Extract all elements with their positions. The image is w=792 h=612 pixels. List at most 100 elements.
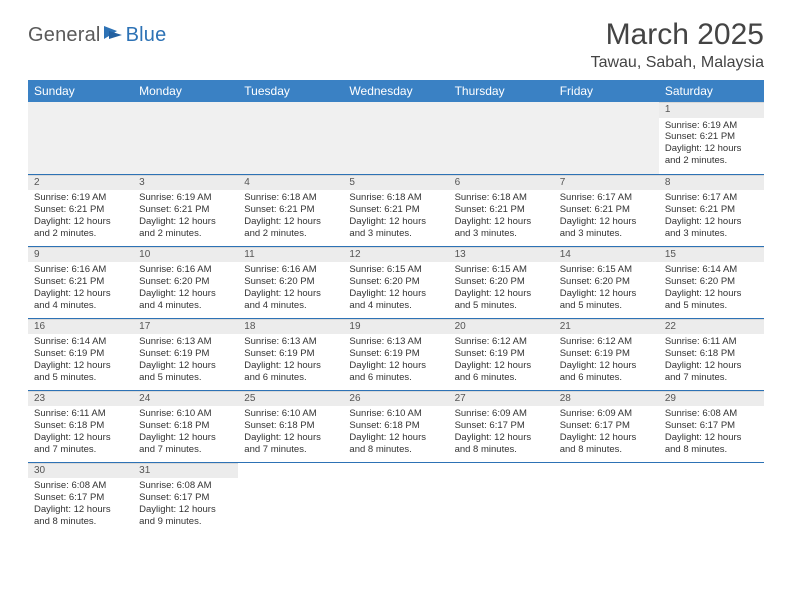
- calendar-day-cell: 12Sunrise: 6:15 AMSunset: 6:20 PMDayligh…: [343, 246, 448, 318]
- day-content: Sunrise: 6:19 AMSunset: 6:21 PMDaylight:…: [133, 190, 238, 244]
- calendar-day-cell: 13Sunrise: 6:15 AMSunset: 6:20 PMDayligh…: [449, 246, 554, 318]
- day-number: 28: [554, 391, 659, 407]
- calendar-day-cell: 4Sunrise: 6:18 AMSunset: 6:21 PMDaylight…: [238, 174, 343, 246]
- sunset-line: Sunset: 6:19 PM: [244, 348, 337, 360]
- weekday-header: Monday: [133, 80, 238, 102]
- day-content: Sunrise: 6:12 AMSunset: 6:19 PMDaylight:…: [554, 334, 659, 388]
- day-content: Sunrise: 6:15 AMSunset: 6:20 PMDaylight:…: [343, 262, 448, 316]
- sunrise-line: Sunrise: 6:15 AM: [560, 264, 653, 276]
- day-number: 15: [659, 247, 764, 263]
- calendar-week-row: 30Sunrise: 6:08 AMSunset: 6:17 PMDayligh…: [28, 462, 764, 534]
- sunset-line: Sunset: 6:21 PM: [560, 204, 653, 216]
- day-number: 22: [659, 319, 764, 335]
- day-number: 11: [238, 247, 343, 263]
- day-number: 10: [133, 247, 238, 263]
- day-content: Sunrise: 6:11 AMSunset: 6:18 PMDaylight:…: [659, 334, 764, 388]
- sunset-line: Sunset: 6:19 PM: [139, 348, 232, 360]
- calendar-day-cell: 2Sunrise: 6:19 AMSunset: 6:21 PMDaylight…: [28, 174, 133, 246]
- logo: General Blue: [28, 24, 166, 47]
- calendar-day-cell: [659, 462, 764, 534]
- calendar-table: SundayMondayTuesdayWednesdayThursdayFrid…: [28, 80, 764, 534]
- calendar-week-row: 16Sunrise: 6:14 AMSunset: 6:19 PMDayligh…: [28, 318, 764, 390]
- daylight-line: Daylight: 12 hours and 2 minutes.: [34, 216, 127, 240]
- sunrise-line: Sunrise: 6:19 AM: [34, 192, 127, 204]
- title-block: March 2025 Tawau, Sabah, Malaysia: [591, 18, 764, 72]
- daylight-line: Daylight: 12 hours and 8 minutes.: [560, 432, 653, 456]
- day-number: 16: [28, 319, 133, 335]
- daylight-line: Daylight: 12 hours and 5 minutes.: [665, 288, 758, 312]
- daylight-line: Daylight: 12 hours and 2 minutes.: [244, 216, 337, 240]
- daylight-line: Daylight: 12 hours and 4 minutes.: [34, 288, 127, 312]
- sunset-line: Sunset: 6:17 PM: [34, 492, 127, 504]
- sunrise-line: Sunrise: 6:16 AM: [139, 264, 232, 276]
- location: Tawau, Sabah, Malaysia: [591, 54, 764, 72]
- sunset-line: Sunset: 6:17 PM: [560, 420, 653, 432]
- day-content: Sunrise: 6:13 AMSunset: 6:19 PMDaylight:…: [133, 334, 238, 388]
- logo-text-general: General: [28, 24, 101, 47]
- daylight-line: Daylight: 12 hours and 5 minutes.: [139, 360, 232, 384]
- weekday-header: Wednesday: [343, 80, 448, 102]
- sunrise-line: Sunrise: 6:09 AM: [560, 408, 653, 420]
- day-number: 31: [133, 463, 238, 479]
- day-content: Sunrise: 6:09 AMSunset: 6:17 PMDaylight:…: [554, 406, 659, 460]
- day-content: Sunrise: 6:10 AMSunset: 6:18 PMDaylight:…: [343, 406, 448, 460]
- sunset-line: Sunset: 6:20 PM: [139, 276, 232, 288]
- daylight-line: Daylight: 12 hours and 6 minutes.: [349, 360, 442, 384]
- sunrise-line: Sunrise: 6:13 AM: [139, 336, 232, 348]
- day-number: 19: [343, 319, 448, 335]
- day-number: 20: [449, 319, 554, 335]
- sunrise-line: Sunrise: 6:15 AM: [349, 264, 442, 276]
- calendar-week-row: 1Sunrise: 6:19 AMSunset: 6:21 PMDaylight…: [28, 102, 764, 174]
- calendar-day-cell: [343, 102, 448, 174]
- sunset-line: Sunset: 6:21 PM: [34, 204, 127, 216]
- day-number: 21: [554, 319, 659, 335]
- daylight-line: Daylight: 12 hours and 5 minutes.: [560, 288, 653, 312]
- daylight-line: Daylight: 12 hours and 6 minutes.: [244, 360, 337, 384]
- day-content: Sunrise: 6:14 AMSunset: 6:19 PMDaylight:…: [28, 334, 133, 388]
- day-number: 18: [238, 319, 343, 335]
- calendar-day-cell: [28, 102, 133, 174]
- sunset-line: Sunset: 6:17 PM: [455, 420, 548, 432]
- calendar-day-cell: 8Sunrise: 6:17 AMSunset: 6:21 PMDaylight…: [659, 174, 764, 246]
- day-number: 7: [554, 175, 659, 191]
- daylight-line: Daylight: 12 hours and 8 minutes.: [34, 504, 127, 528]
- sunset-line: Sunset: 6:20 PM: [455, 276, 548, 288]
- daylight-line: Daylight: 12 hours and 5 minutes.: [455, 288, 548, 312]
- daylight-line: Daylight: 12 hours and 8 minutes.: [665, 432, 758, 456]
- calendar-day-cell: 20Sunrise: 6:12 AMSunset: 6:19 PMDayligh…: [449, 318, 554, 390]
- calendar-day-cell: 28Sunrise: 6:09 AMSunset: 6:17 PMDayligh…: [554, 390, 659, 462]
- calendar-day-cell: 10Sunrise: 6:16 AMSunset: 6:20 PMDayligh…: [133, 246, 238, 318]
- sunrise-line: Sunrise: 6:18 AM: [455, 192, 548, 204]
- calendar-week-row: 23Sunrise: 6:11 AMSunset: 6:18 PMDayligh…: [28, 390, 764, 462]
- calendar-day-cell: 29Sunrise: 6:08 AMSunset: 6:17 PMDayligh…: [659, 390, 764, 462]
- sunrise-line: Sunrise: 6:09 AM: [455, 408, 548, 420]
- sunset-line: Sunset: 6:18 PM: [139, 420, 232, 432]
- daylight-line: Daylight: 12 hours and 2 minutes.: [139, 216, 232, 240]
- flag-icon: [103, 24, 125, 47]
- day-number: 2: [28, 175, 133, 191]
- daylight-line: Daylight: 12 hours and 3 minutes.: [560, 216, 653, 240]
- sunset-line: Sunset: 6:18 PM: [349, 420, 442, 432]
- calendar-week-row: 2Sunrise: 6:19 AMSunset: 6:21 PMDaylight…: [28, 174, 764, 246]
- daylight-line: Daylight: 12 hours and 3 minutes.: [455, 216, 548, 240]
- sunset-line: Sunset: 6:21 PM: [34, 276, 127, 288]
- calendar-day-cell: 21Sunrise: 6:12 AMSunset: 6:19 PMDayligh…: [554, 318, 659, 390]
- calendar-day-cell: 16Sunrise: 6:14 AMSunset: 6:19 PMDayligh…: [28, 318, 133, 390]
- day-content: Sunrise: 6:19 AMSunset: 6:21 PMDaylight:…: [659, 118, 764, 172]
- day-number: 13: [449, 247, 554, 263]
- day-number: 5: [343, 175, 448, 191]
- header: General Blue March 2025 Tawau, Sabah, Ma…: [28, 18, 764, 72]
- calendar-day-cell: [554, 462, 659, 534]
- calendar-day-cell: 5Sunrise: 6:18 AMSunset: 6:21 PMDaylight…: [343, 174, 448, 246]
- daylight-line: Daylight: 12 hours and 4 minutes.: [139, 288, 232, 312]
- sunrise-line: Sunrise: 6:14 AM: [665, 264, 758, 276]
- calendar-day-cell: [133, 102, 238, 174]
- sunrise-line: Sunrise: 6:11 AM: [665, 336, 758, 348]
- calendar-day-cell: 23Sunrise: 6:11 AMSunset: 6:18 PMDayligh…: [28, 390, 133, 462]
- sunset-line: Sunset: 6:20 PM: [349, 276, 442, 288]
- day-number: 17: [133, 319, 238, 335]
- day-content: Sunrise: 6:15 AMSunset: 6:20 PMDaylight:…: [449, 262, 554, 316]
- sunset-line: Sunset: 6:18 PM: [244, 420, 337, 432]
- calendar-day-cell: 25Sunrise: 6:10 AMSunset: 6:18 PMDayligh…: [238, 390, 343, 462]
- calendar-day-cell: 15Sunrise: 6:14 AMSunset: 6:20 PMDayligh…: [659, 246, 764, 318]
